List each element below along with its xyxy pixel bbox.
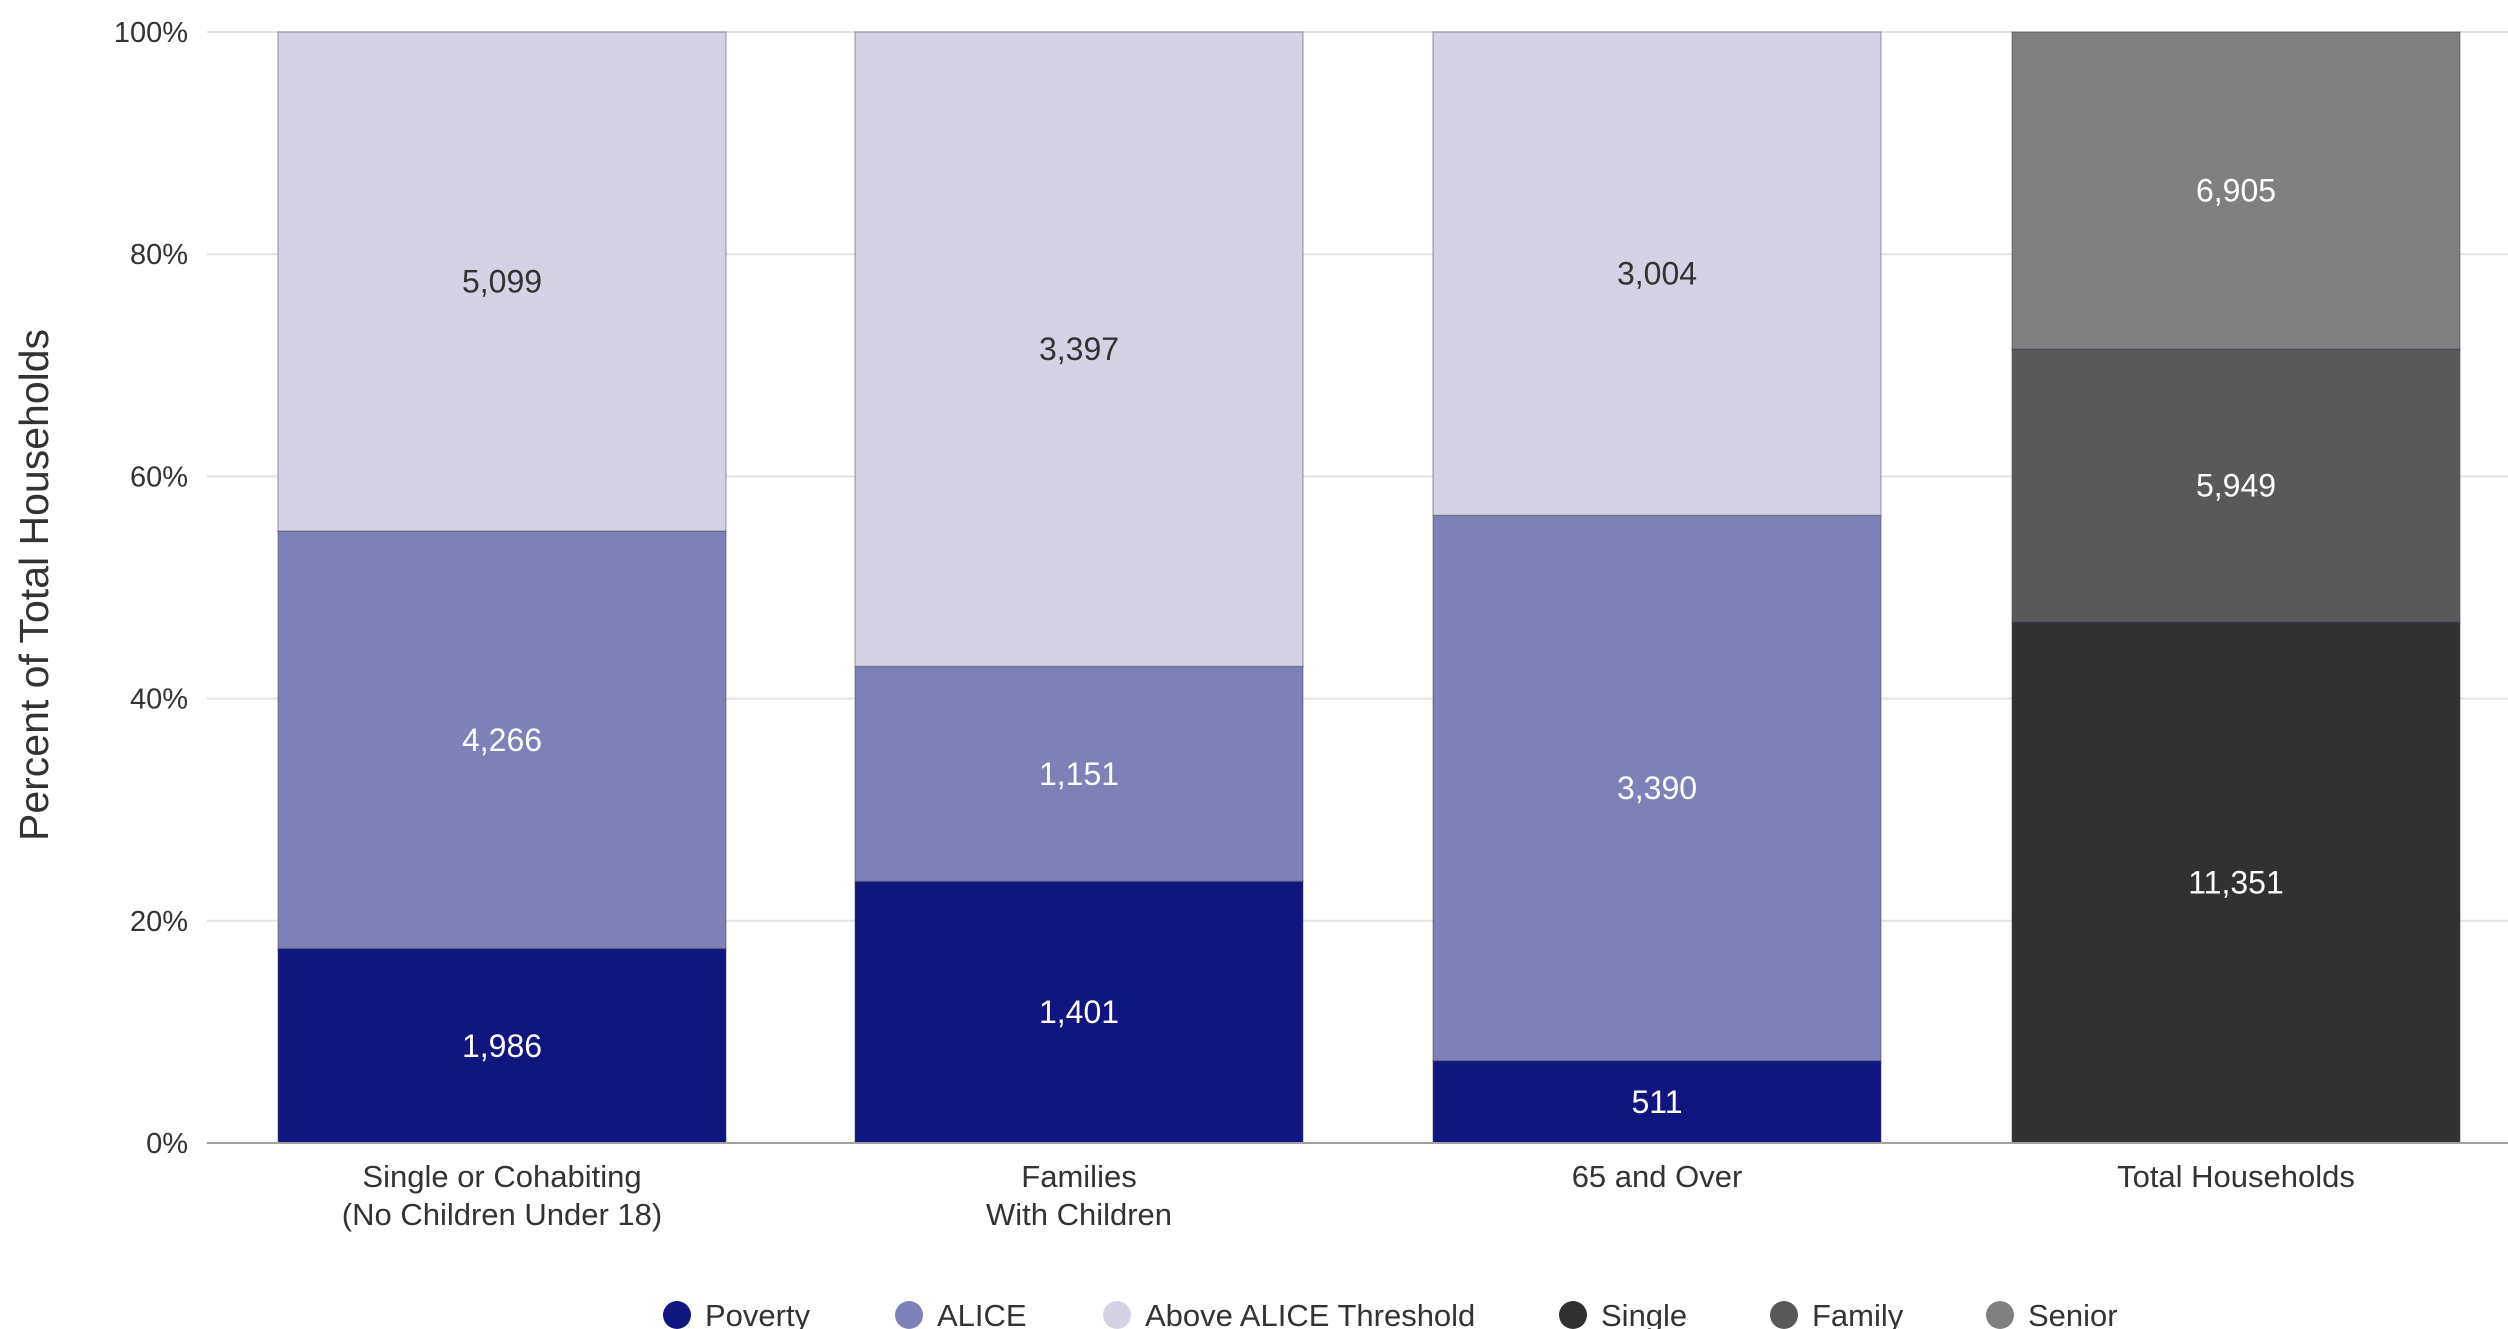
bar-segment-senior [2011, 31, 2461, 350]
legend-label: Above ALICE Threshold [1145, 1298, 1475, 1329]
x-category-label: 65 and Over [1572, 1159, 1743, 1194]
legend: Poverty ALICE Above ALICE Threshold Single F… [663, 1298, 2118, 1329]
data-label: 1,151 [1039, 756, 1119, 792]
y-axis-label: Percent of Total Households [11, 329, 57, 841]
x-axis-categories: Single or Cohabiting(No Children Under 1… [342, 1159, 2355, 1232]
legend-marker [1103, 1301, 1131, 1329]
bars: 1,986 4,266 5,099 1,401 1,151 3,397 511 3,390 3,… [277, 31, 2461, 1144]
x-category-label: With Children [986, 1197, 1172, 1232]
bar-segment-poverty [277, 947, 727, 1144]
y-axis-ticks: 0% 20% 40% 60% 80% 100% [114, 17, 188, 1160]
x-category-label: Total Households [2117, 1159, 2355, 1194]
data-label: 1,986 [462, 1028, 542, 1064]
data-label: 3,390 [1617, 770, 1697, 806]
y-tick-label: 0% [146, 1128, 188, 1160]
legend-label: Senior [2028, 1298, 2118, 1329]
legend-marker [1986, 1301, 2014, 1329]
x-category-label: Families [1021, 1159, 1136, 1194]
bar-segment-alice [854, 665, 1304, 883]
data-label: 6,905 [2196, 172, 2276, 208]
data-label: 1,401 [1039, 994, 1119, 1030]
y-tick-label: 20% [130, 906, 188, 938]
legend-label: ALICE [937, 1298, 1027, 1329]
data-label: 511 [1631, 1084, 1682, 1120]
data-label: 5,099 [462, 264, 542, 300]
bar-segment-alice [277, 530, 727, 950]
legend-marker [895, 1301, 923, 1329]
bar-segment-family [2011, 348, 2461, 623]
data-label: 5,949 [2196, 467, 2276, 503]
legend-marker [1559, 1301, 1587, 1329]
y-tick-label: 60% [130, 461, 188, 493]
data-label: 11,351 [2188, 864, 2284, 900]
y-tick-label: 40% [130, 684, 188, 716]
legend-label: Single [1601, 1298, 1687, 1329]
legend-label: Family [1812, 1298, 1904, 1329]
bar-segment-single [2011, 621, 2461, 1144]
y-tick-label: 100% [114, 17, 188, 49]
legend-label: Poverty [705, 1298, 811, 1329]
bar-segment-above-alice-threshold [277, 31, 727, 532]
y-tick-label: 80% [130, 239, 188, 271]
bar-segment-poverty [1432, 1060, 1882, 1144]
bar-segment-above-alice-threshold [854, 31, 1304, 668]
data-label: 3,397 [1039, 331, 1119, 367]
bar-segment-alice [1432, 514, 1882, 1062]
x-category-label: (No Children Under 18) [342, 1197, 662, 1232]
data-label: 4,266 [462, 722, 542, 758]
legend-marker [1770, 1301, 1798, 1329]
legend-marker [663, 1301, 691, 1329]
bar-segment-above-alice-threshold [1432, 31, 1882, 517]
x-category-label: Single or Cohabiting [362, 1159, 641, 1194]
data-label: 3,004 [1617, 256, 1697, 292]
